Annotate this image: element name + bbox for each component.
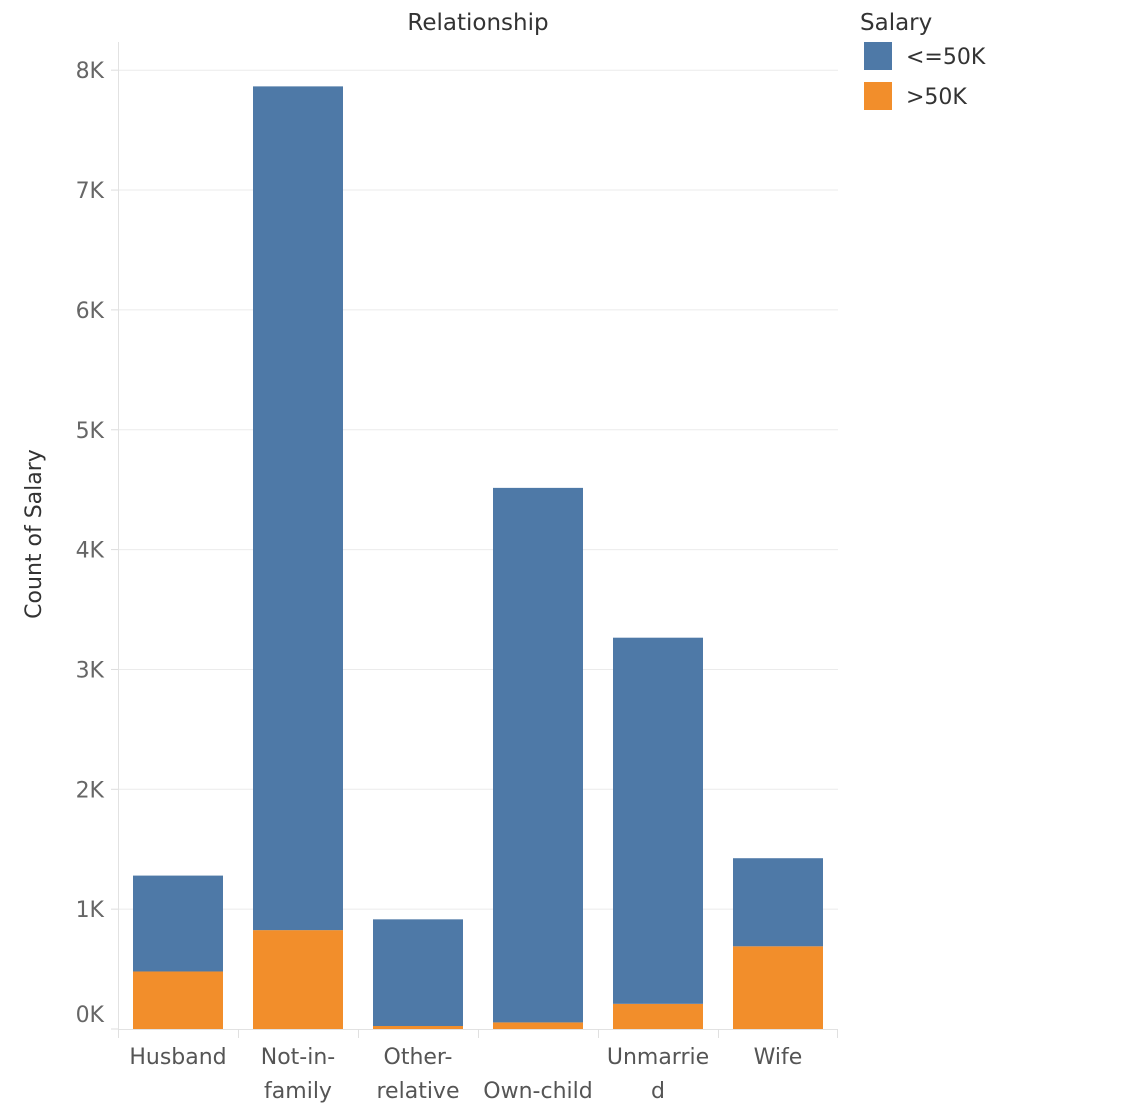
bar-not-in-family-le-50k	[253, 86, 343, 931]
y-tick-label-5: 5K	[76, 419, 105, 444]
chart-title: Relationship	[407, 10, 548, 36]
bar-husband-le-50k	[133, 875, 223, 972]
x-category-label-unmarried-line-2: d	[651, 1079, 665, 1104]
bar-wife-gt-50k	[733, 946, 823, 1029]
legend-label-le-50k: <=50K	[906, 45, 986, 70]
bar-own-child-gt-50k	[493, 1022, 583, 1029]
bar-not-in-family-gt-50k	[253, 930, 343, 1029]
bar-unmarried-le-50k	[613, 637, 703, 1004]
x-category-label-not-in-family-line-1: Not-in-	[261, 1045, 335, 1070]
y-tick-label-8: 8K	[76, 59, 105, 84]
gridlines	[118, 69, 838, 910]
x-category-label-not-in-family-line-2: family	[264, 1079, 332, 1104]
legend-title: Salary	[860, 10, 932, 36]
legend-swatch-gt-50k	[864, 82, 892, 110]
y-tick-label-2: 2K	[76, 778, 105, 803]
y-axis-title: Count of Salary	[22, 449, 47, 619]
y-tick-label-7: 7K	[76, 179, 105, 204]
bar-wife-le-50k	[733, 858, 823, 947]
y-tick-label-3: 3K	[76, 658, 105, 683]
bar-other-relative-gt-50k	[373, 1026, 463, 1029]
x-axis-categories: Husband Not-in-family Other-relative Own-ch…	[129, 1045, 802, 1104]
x-category-label-other-relative-line-1: Other-	[384, 1045, 453, 1070]
y-tick-label-0: 0K	[76, 1003, 105, 1028]
x-category-label-own-child-line-2: Own-child	[483, 1079, 592, 1104]
legend-items: <=50K >50K	[864, 42, 986, 110]
axes	[118, 42, 838, 1038]
y-axis-ticks: 0K 1K 2K 3K 4K 5K 6K 7K 8K	[76, 59, 118, 1030]
y-tick-label-6: 6K	[76, 299, 105, 324]
bar-unmarried-gt-50k	[613, 1003, 703, 1029]
y-tick-label-4: 4K	[76, 539, 105, 564]
legend-swatch-le-50k	[864, 42, 892, 70]
bar-husband-gt-50k	[133, 971, 223, 1029]
bar-other-relative-le-50k	[373, 919, 463, 1027]
bars	[133, 86, 823, 1029]
x-category-label-unmarried-line-1: Unmarrie	[607, 1045, 709, 1070]
legend-label-gt-50k: >50K	[906, 85, 967, 110]
x-category-label-wife-line-1: Wife	[754, 1045, 803, 1070]
x-category-label-husband-line-1: Husband	[129, 1045, 226, 1070]
legend: Salary <=50K >50K	[860, 10, 986, 110]
bar-own-child-le-50k	[493, 487, 583, 1023]
y-tick-label-1: 1K	[76, 898, 105, 923]
x-category-label-other-relative-line-2: relative	[377, 1079, 460, 1104]
